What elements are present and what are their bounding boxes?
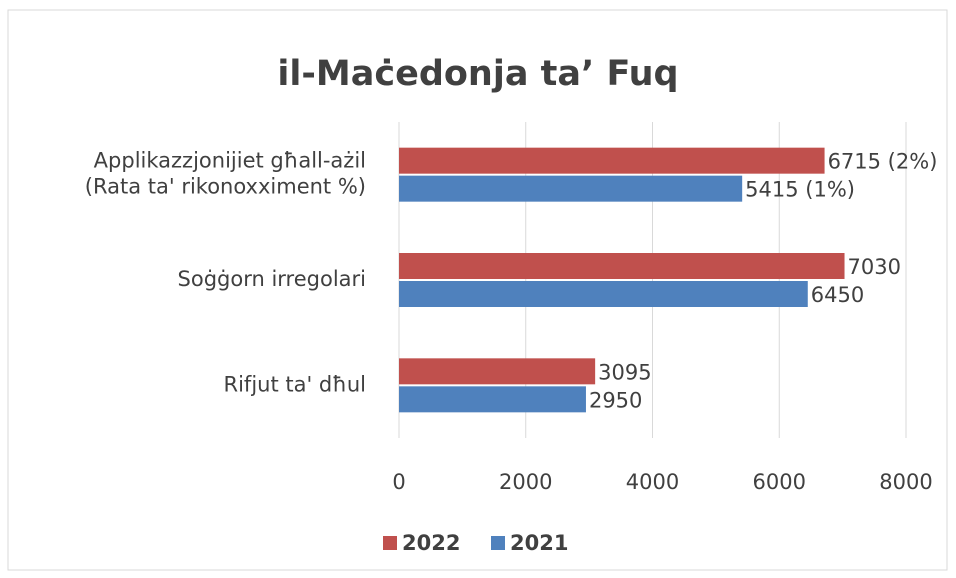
value-label: 6715 (2%) <box>828 150 938 174</box>
bar <box>399 386 586 413</box>
legend-label: 2021 <box>510 531 568 555</box>
y-tick-label-line: Soġġorn irregolari <box>178 267 366 291</box>
value-label: 7030 <box>848 255 901 279</box>
y-tick-label: Rifjut ta' dħul <box>224 372 367 396</box>
bar <box>399 358 596 385</box>
x-tick-label: 0 <box>392 470 405 494</box>
y-tick-label: Soġġorn irregolari <box>178 267 366 291</box>
legend-swatch <box>383 536 397 550</box>
x-tick-label: 4000 <box>626 470 679 494</box>
value-label: 2950 <box>589 388 642 412</box>
legend-swatch <box>491 536 505 550</box>
legend-label: 2022 <box>402 531 460 555</box>
x-tick-label: 6000 <box>753 470 806 494</box>
x-tick-label: 8000 <box>879 470 932 494</box>
y-tick-label: Applikazzjonijiet għall-ażil (Rata ta' ri… <box>85 149 366 199</box>
y-tick-label-line: Applikazzjonijiet għall-ażil <box>94 149 366 173</box>
value-label: 6450 <box>811 283 864 307</box>
bar <box>399 253 845 279</box>
x-tick-label: 2000 <box>499 470 552 494</box>
value-label: 3095 <box>598 360 651 384</box>
chart-title: il-Maċedonja ta’ Fuq <box>277 54 678 94</box>
value-label: 5415 (1%) <box>745 178 855 202</box>
y-tick-label-line: Rifjut ta' dħul <box>224 372 367 396</box>
bar <box>399 281 808 307</box>
y-tick-label-line: (Rata ta' rikonoxximent %) <box>85 175 366 199</box>
bar <box>399 175 743 202</box>
bar <box>399 147 825 174</box>
